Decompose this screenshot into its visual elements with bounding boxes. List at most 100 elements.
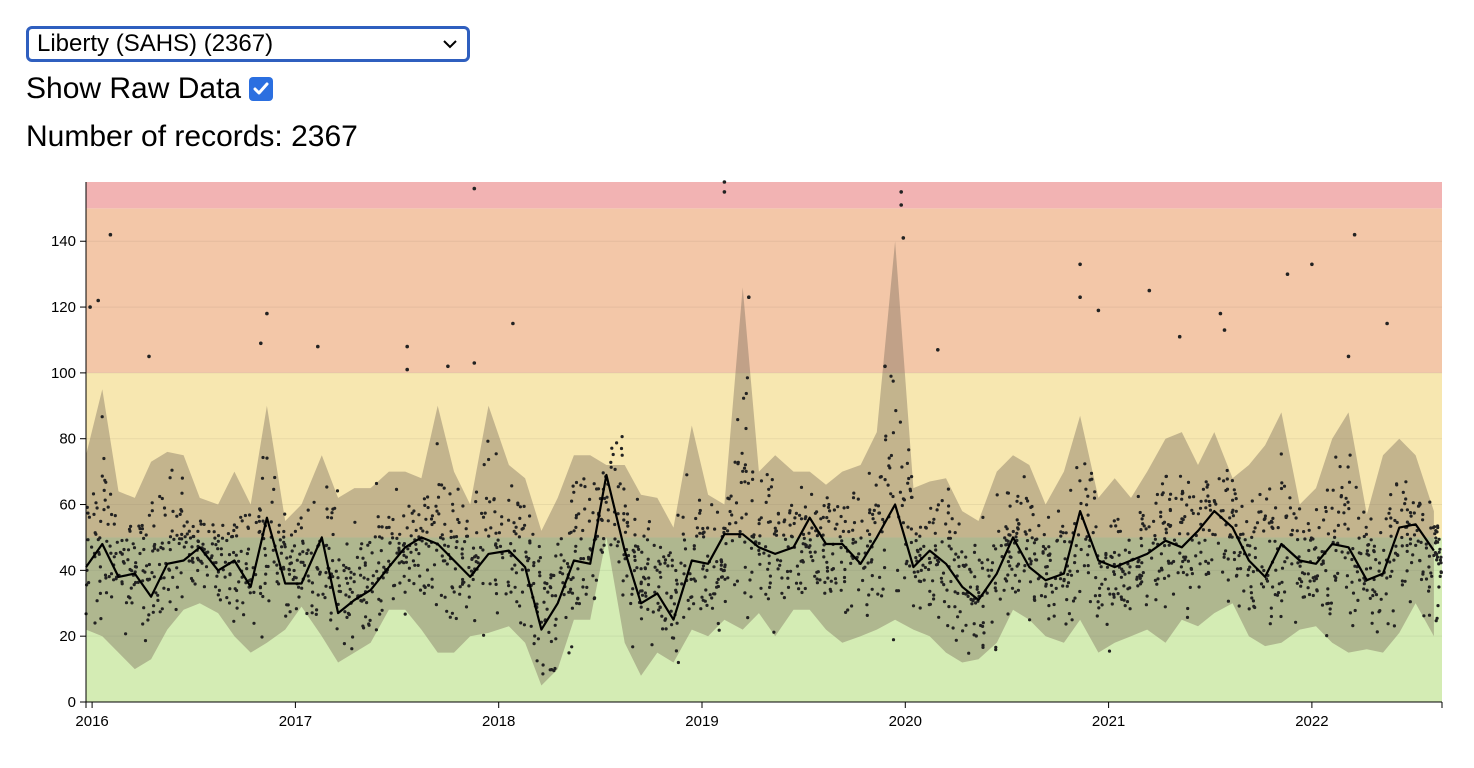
raw-point	[1222, 555, 1226, 559]
raw-point	[652, 543, 656, 547]
raw-point	[631, 645, 635, 649]
raw-point	[833, 527, 837, 531]
raw-point	[1010, 567, 1014, 571]
raw-point	[1180, 492, 1184, 496]
raw-point	[1288, 496, 1292, 500]
raw-point-outlier	[1147, 288, 1152, 293]
raw-point	[1225, 487, 1230, 491]
raw-point	[998, 597, 1002, 601]
raw-point	[1155, 492, 1159, 497]
raw-point	[1408, 542, 1412, 546]
raw-point	[1294, 516, 1298, 520]
raw-point	[458, 585, 462, 589]
bands-layer	[86, 182, 1442, 702]
raw-point	[1029, 559, 1033, 563]
raw-point	[854, 540, 858, 544]
raw-point	[147, 562, 151, 567]
raw-point	[1066, 572, 1070, 577]
raw-point	[1368, 566, 1373, 570]
raw-point	[196, 529, 200, 533]
raw-point	[214, 585, 218, 589]
raw-point	[859, 536, 863, 540]
raw-point	[717, 628, 721, 632]
raw-point	[1346, 527, 1350, 531]
raw-point	[380, 525, 384, 529]
raw-point	[708, 593, 712, 597]
raw-point	[1384, 592, 1388, 596]
raw-point	[1424, 546, 1428, 550]
raw-point	[1052, 614, 1056, 618]
raw-point	[1083, 462, 1087, 466]
raw-point	[547, 630, 551, 634]
raw-point	[167, 541, 171, 545]
raw-point	[1004, 543, 1008, 547]
raw-point	[323, 596, 327, 600]
raw-point	[454, 616, 458, 621]
raw-point	[749, 546, 754, 550]
raw-point	[663, 561, 667, 565]
raw-point	[432, 520, 436, 525]
raw-point	[700, 595, 704, 599]
raw-point	[795, 564, 800, 568]
raw-point	[825, 496, 829, 500]
raw-point	[1348, 453, 1352, 457]
site-select[interactable]: Liberty (SAHS) (2367)	[26, 26, 470, 62]
raw-point	[723, 599, 727, 604]
raw-point	[734, 501, 739, 505]
raw-point	[559, 553, 563, 557]
raw-point	[922, 578, 926, 582]
raw-point	[1226, 557, 1230, 561]
raw-point	[1204, 559, 1208, 563]
raw-point	[1259, 510, 1263, 514]
raw-point	[1362, 587, 1366, 591]
raw-point	[1190, 538, 1194, 542]
raw-point	[514, 525, 518, 529]
raw-point	[1261, 585, 1266, 589]
raw-point	[620, 453, 624, 457]
raw-point	[1171, 592, 1176, 596]
raw-point	[414, 528, 418, 532]
raw-point	[1276, 591, 1281, 595]
raw-point	[144, 533, 148, 537]
raw-point	[1378, 609, 1382, 613]
raw-point	[1069, 573, 1074, 577]
raw-point	[1374, 593, 1379, 597]
raw-point	[871, 517, 875, 521]
raw-point	[391, 536, 395, 540]
raw-point	[1385, 576, 1389, 580]
raw-point	[1122, 584, 1126, 588]
raw-point	[622, 518, 626, 522]
x-tick-label: 2020	[889, 713, 922, 730]
raw-point	[327, 546, 331, 550]
raw-point	[1116, 517, 1120, 521]
raw-point	[449, 535, 453, 540]
raw-point	[626, 524, 630, 528]
raw-point	[99, 519, 103, 523]
raw-point	[786, 585, 791, 589]
raw-point	[1153, 578, 1157, 582]
raw-point	[757, 541, 761, 545]
raw-point	[1161, 521, 1165, 525]
raw-point-outlier	[147, 354, 151, 359]
raw-point	[549, 576, 553, 580]
raw-point	[1288, 506, 1292, 510]
raw-point	[1430, 574, 1434, 578]
raw-point	[1167, 543, 1171, 547]
raw-point	[1150, 556, 1154, 560]
raw-point	[1206, 561, 1210, 565]
raw-point	[240, 519, 244, 523]
raw-point	[252, 621, 256, 625]
raw-point	[666, 564, 670, 568]
raw-point	[1408, 511, 1413, 515]
raw-point	[259, 591, 263, 596]
raw-point	[95, 506, 99, 510]
show-raw-data-checkbox[interactable]	[249, 77, 274, 101]
raw-point	[1225, 477, 1229, 481]
raw-point	[252, 590, 256, 594]
raw-point	[152, 575, 156, 579]
raw-point	[827, 519, 831, 523]
raw-point	[1004, 525, 1008, 529]
raw-point	[1029, 562, 1033, 566]
raw-point	[839, 560, 844, 564]
raw-point	[1344, 585, 1349, 589]
